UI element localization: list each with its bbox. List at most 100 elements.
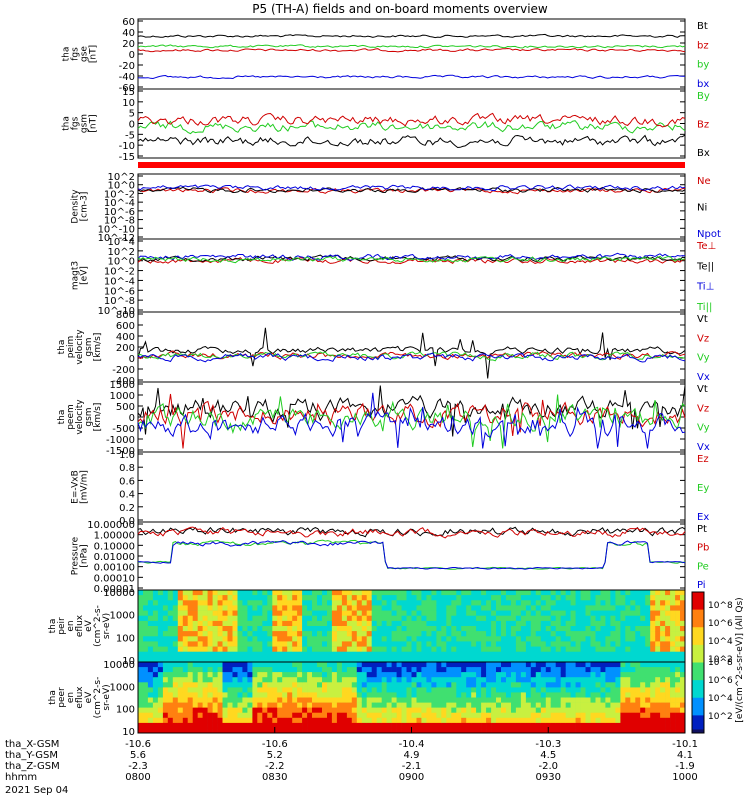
heatmap-cell	[476, 590, 482, 596]
heatmap-cell	[361, 727, 368, 734]
heatmap-cell	[401, 687, 407, 693]
heatmap-cell	[322, 605, 328, 611]
heatmap-cell	[456, 687, 462, 693]
heatmap-cell	[446, 651, 452, 658]
heatmap-cell	[545, 702, 552, 708]
heatmap-cell	[595, 702, 601, 708]
y-tick-label: 5	[129, 109, 135, 120]
heatmap-cell	[222, 615, 228, 622]
heatmap-cell	[207, 626, 213, 632]
heatmap-cell	[595, 636, 601, 642]
heatmap-cell	[207, 697, 213, 703]
heatmap-cell	[645, 712, 651, 719]
heatmap-cell	[376, 605, 382, 611]
heatmap-cell	[302, 682, 308, 688]
heatmap-cell	[222, 620, 228, 627]
x-tick-label: 5.6	[130, 750, 146, 761]
heatmap-cell	[341, 712, 348, 719]
series-Vt	[137, 385, 686, 437]
heatmap-cell	[272, 697, 278, 703]
heatmap-cell	[441, 610, 447, 616]
heatmap-cell	[381, 651, 387, 658]
heatmap-cell	[376, 687, 382, 693]
heatmap-cell	[406, 620, 412, 627]
heatmap-cell	[162, 636, 169, 642]
heatmap-cell	[272, 620, 278, 627]
heatmap-cell	[550, 702, 556, 708]
heatmap-cell	[152, 702, 159, 708]
legend-Ez: Ez	[697, 454, 709, 465]
heatmap-cell	[302, 707, 308, 713]
heatmap-cell	[167, 636, 174, 642]
heatmap-cell	[481, 697, 487, 703]
heatmap-cell	[620, 651, 626, 658]
heatmap-cell	[192, 687, 198, 693]
heatmap-cell	[192, 722, 198, 729]
heatmap-cell	[187, 595, 193, 601]
heatmap-cell	[515, 626, 522, 632]
heatmap-cell	[660, 590, 666, 596]
heatmap-cell	[416, 707, 422, 713]
heatmap-cell	[207, 667, 213, 673]
heatmap-cell	[530, 722, 537, 729]
heatmap-cell	[650, 646, 656, 652]
heatmap-cell	[167, 697, 174, 703]
legend-Pt: Pt	[697, 524, 707, 535]
heatmap-cell	[476, 672, 482, 678]
heatmap-cell	[520, 656, 527, 663]
heatmap-cell	[138, 610, 144, 616]
y-axis-label: (cm^2-s-	[93, 677, 103, 719]
heatmap-cell	[511, 722, 517, 729]
colorbar-cell	[692, 613, 704, 618]
heatmap-cell	[252, 712, 258, 719]
heatmap-cell	[570, 702, 576, 708]
heatmap-cell	[670, 717, 676, 724]
heatmap-cell	[625, 641, 631, 647]
heatmap-cell	[446, 615, 452, 622]
heatmap-cell	[242, 697, 248, 703]
heatmap-cell	[401, 590, 407, 596]
heatmap-cell	[540, 656, 547, 663]
heatmap-cell	[187, 620, 193, 627]
heatmap-cell	[143, 702, 149, 708]
heatmap-cell	[615, 615, 621, 622]
heatmap-cell	[675, 631, 681, 637]
heatmap-cell	[476, 615, 482, 622]
heatmap-cell	[585, 667, 591, 673]
heatmap-cell	[162, 722, 169, 729]
heatmap-cell	[222, 727, 228, 734]
heatmap-cell	[441, 702, 447, 708]
heatmap-cell	[331, 687, 338, 693]
heatmap-cell	[197, 677, 203, 683]
heatmap-cell	[182, 620, 189, 627]
heatmap-cell	[172, 646, 179, 652]
heatmap-cell	[476, 717, 482, 724]
heatmap-cell	[461, 620, 467, 627]
heatmap-cell	[421, 605, 427, 611]
colorbar-cell	[692, 718, 704, 723]
heatmap-cell	[515, 636, 522, 642]
heatmap-cell	[341, 687, 348, 693]
heatmap-cell	[162, 717, 169, 724]
heatmap-cell	[292, 631, 298, 637]
heatmap-cell	[346, 590, 353, 596]
heatmap-cell	[570, 590, 576, 596]
heatmap-cell	[267, 651, 273, 658]
heatmap-cell	[381, 687, 387, 693]
colorbar-cell	[692, 729, 704, 734]
heatmap-cell	[396, 610, 402, 616]
heatmap-cell	[650, 620, 656, 627]
heatmap-cell	[361, 702, 368, 708]
heatmap-cell	[635, 590, 641, 596]
heatmap-cell	[247, 707, 253, 713]
colorbar-cell	[692, 623, 704, 628]
heatmap-cell	[207, 610, 213, 616]
heatmap-cell	[366, 605, 372, 611]
heatmap-cell	[157, 712, 164, 719]
heatmap-cell	[471, 651, 477, 658]
heatmap-cell	[257, 722, 263, 729]
y-axis-label: en	[66, 620, 76, 631]
heatmap-cell	[625, 636, 631, 642]
heatmap-cell	[461, 722, 467, 729]
